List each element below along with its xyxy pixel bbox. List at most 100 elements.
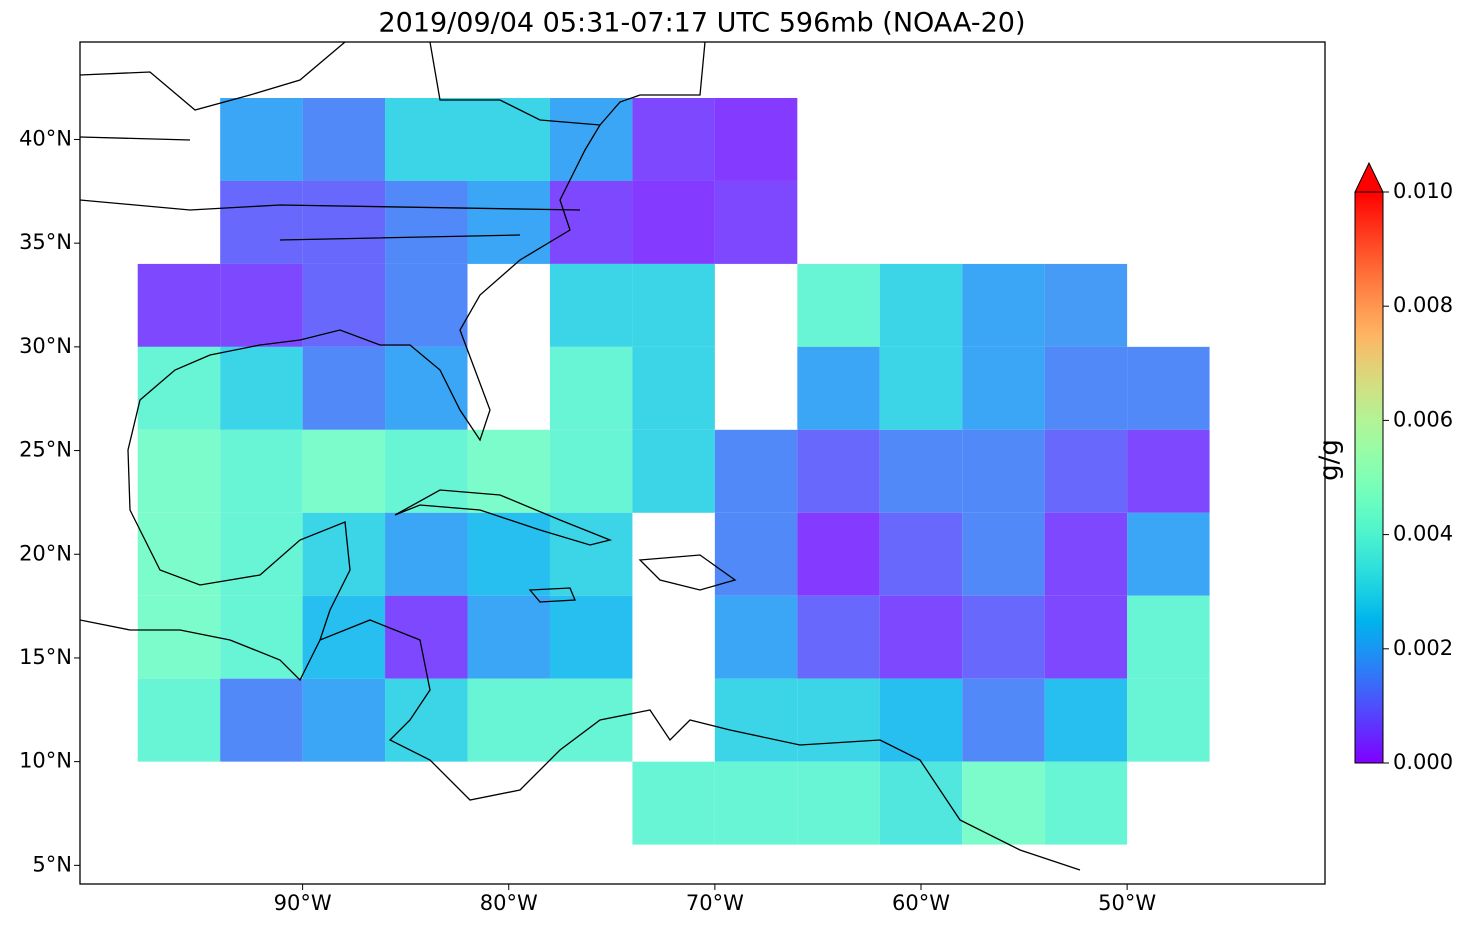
grid-cell [220, 180, 303, 264]
grid-cell [385, 97, 468, 181]
grid-cell [549, 180, 633, 264]
grid-cell [467, 595, 550, 679]
data-grid [137, 97, 1210, 845]
colorbar-tick-label: 0.006 [1393, 407, 1453, 431]
grid-cell [1044, 678, 1128, 762]
grid-cell [879, 761, 963, 845]
grid-cell [962, 678, 1045, 762]
grid-cell [1127, 512, 1210, 596]
grid-cell [1044, 761, 1128, 845]
grid-cell [879, 678, 963, 762]
grid-cell [962, 761, 1045, 845]
grid-cell [797, 429, 880, 513]
grid-cell [797, 263, 880, 347]
x-tick-label: 80°W [480, 891, 538, 915]
colorbar: g/g 0.000 0.002 0.004 0.006 0.008 0.010 [1315, 161, 1453, 774]
grid-cell [302, 180, 386, 264]
grid-cell [137, 429, 221, 513]
grid-cell [632, 180, 715, 264]
colorbar-bar [1354, 191, 1384, 764]
grid-cell [714, 595, 798, 679]
grid-cell [1127, 595, 1210, 679]
grid-cell [385, 595, 468, 679]
grid-cell [797, 595, 880, 679]
grid-cell [714, 678, 798, 762]
grid-cell [137, 678, 221, 762]
coastlines [80, 42, 1081, 871]
grid-cell [549, 263, 633, 347]
grid-cell [797, 346, 880, 430]
grid-cell [137, 263, 221, 347]
y-tick-label: 10°N [19, 749, 72, 773]
grid-cell [1044, 263, 1128, 347]
grid-cell [797, 678, 880, 762]
colorbar-tick-label: 0.004 [1393, 522, 1453, 546]
grid-cell [302, 678, 386, 762]
grid-cell [879, 512, 963, 596]
grid-cell [962, 346, 1045, 430]
grid-cell [714, 97, 798, 181]
grid-cell [302, 97, 386, 181]
grid-cell [220, 263, 303, 347]
island [528, 587, 576, 603]
grid-cell [549, 346, 633, 430]
grid-cell [714, 180, 798, 264]
grid-cell [220, 595, 303, 679]
grid-cell [714, 512, 798, 596]
grid-cell [220, 97, 303, 181]
grid-cell [879, 429, 963, 513]
grid-cell [302, 595, 386, 679]
colorbar-tick-label: 0.008 [1393, 293, 1453, 317]
grid-cell [220, 512, 303, 596]
grid-cell [302, 429, 386, 513]
grid-cell [220, 346, 303, 430]
grid-cell [714, 761, 798, 845]
colorbar-extend [1354, 161, 1384, 193]
grid-cell [879, 263, 963, 347]
grid-cell [1044, 512, 1128, 596]
coastline [319, 619, 1081, 871]
plot-frame [79, 41, 1326, 885]
grid-cell [467, 180, 550, 264]
grid-cell [220, 678, 303, 762]
grid-cell [632, 263, 715, 347]
y-tick-label: 20°N [19, 541, 72, 565]
grid-cell [549, 595, 633, 679]
grid-cell [385, 180, 468, 264]
grid-cell [1127, 429, 1210, 513]
grid-cell [1127, 678, 1210, 762]
chart-title: 2019/09/04 05:31-07:17 UTC 596mb (NOAA-2… [378, 8, 1025, 39]
grid-cell [137, 595, 221, 679]
grid-cell [549, 678, 633, 762]
y-tick-label: 30°N [19, 334, 72, 358]
grid-cell [879, 346, 963, 430]
coastline [80, 124, 601, 682]
colorbar-tick-label: 0.002 [1393, 636, 1453, 660]
grid-cell [962, 512, 1045, 596]
grid-cell [879, 595, 963, 679]
grid-cell [385, 678, 468, 762]
grid-cell [302, 263, 386, 347]
x-tick-label: 90°W [274, 891, 332, 915]
grid-cell [467, 429, 550, 513]
grid-cell [797, 761, 880, 845]
grid-cell [962, 429, 1045, 513]
grid-cell [797, 512, 880, 596]
grid-cell [714, 429, 798, 513]
colorbar-label: g/g [1315, 439, 1345, 481]
grid-cell [549, 429, 633, 513]
grid-cell [220, 429, 303, 513]
y-tick-label: 40°N [19, 126, 72, 150]
colorbar-tick-label: 0.010 [1393, 179, 1453, 203]
grid-cell [1044, 429, 1128, 513]
grid-cell [1044, 346, 1128, 430]
y-tick-label: 5°N [32, 852, 72, 876]
x-tick-label: 70°W [686, 891, 744, 915]
grid-cell [467, 512, 550, 596]
x-tick-label: 60°W [892, 891, 950, 915]
grid-cell [467, 97, 550, 181]
x-tick-label: 50°W [1098, 891, 1156, 915]
grid-cell [137, 346, 221, 430]
grid-cell [1044, 595, 1128, 679]
